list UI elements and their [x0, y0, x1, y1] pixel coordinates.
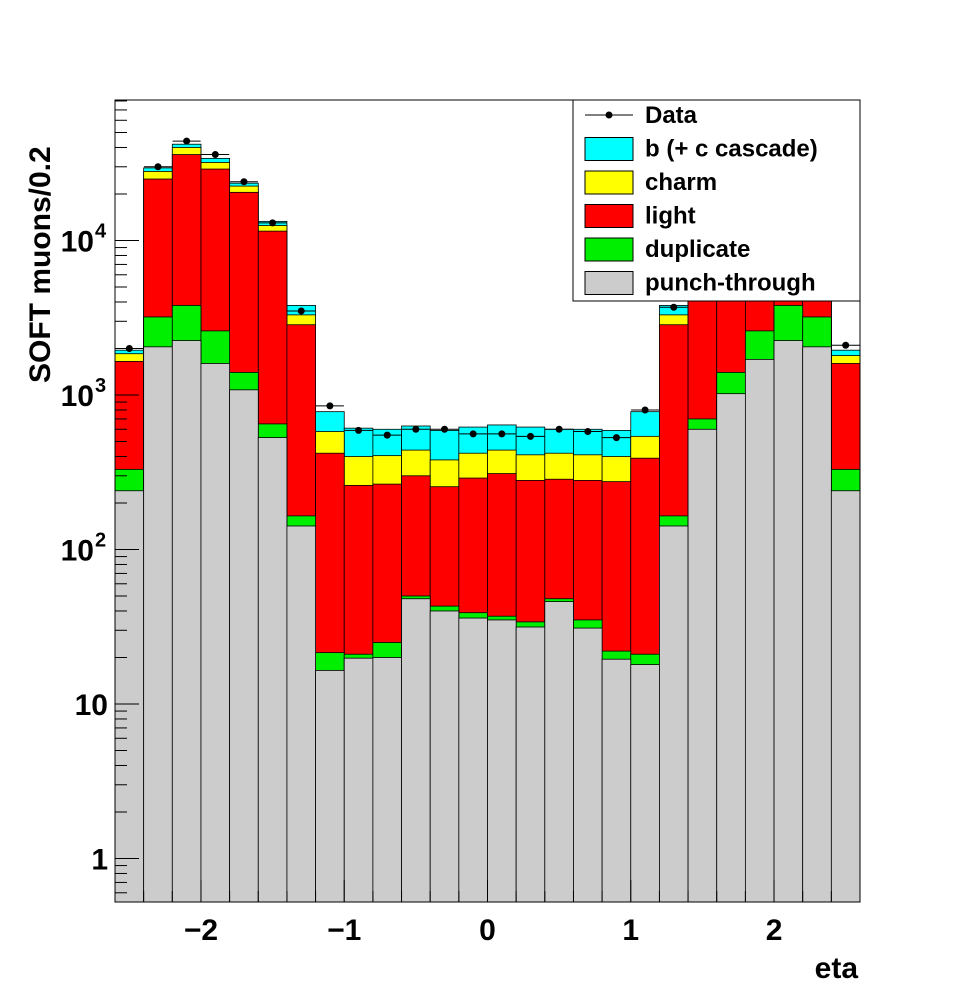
legend-label-data: Data [645, 102, 698, 129]
data-point [326, 402, 334, 410]
data-point [269, 219, 277, 227]
data-point [297, 307, 305, 315]
bar-punch-through [773, 340, 804, 903]
data-point [612, 434, 620, 442]
legend-swatch-punch-through [584, 271, 634, 295]
data-point [154, 163, 162, 171]
bar-punch-through [257, 437, 288, 903]
y-tick-label-exponent: 4 [95, 221, 107, 243]
bar-punch-through [114, 490, 145, 903]
bar-punch-through [286, 525, 316, 903]
stacked-histogram [114, 143, 861, 903]
y-tick-label: 10 [61, 535, 94, 568]
data-point [584, 428, 592, 436]
x-tick-label: 1 [622, 914, 639, 947]
bar-punch-through [458, 617, 488, 903]
legend-swatch-charm [584, 170, 634, 195]
legend-swatch-duplicate [584, 237, 634, 262]
legend-label-b-c-cascade: b (+ c cascade) [645, 136, 818, 163]
legend-swatch-b-c-cascade [584, 137, 634, 161]
bar-punch-through [744, 358, 775, 903]
legend-swatch-light [584, 204, 634, 228]
bar-punch-through [343, 657, 374, 903]
bar-punch-through [601, 658, 632, 903]
bar-punch-through [659, 525, 689, 903]
data-point [441, 425, 449, 433]
bar-punch-through [802, 346, 832, 903]
data-point [125, 344, 133, 352]
bar-punch-through [171, 340, 202, 903]
data-point [211, 151, 219, 159]
bar-punch-through [716, 393, 746, 903]
legend-box [572, 99, 861, 302]
bar-punch-through [401, 598, 431, 903]
legend-label-light: light [645, 203, 696, 230]
legend-marker [605, 111, 613, 119]
data-point [469, 430, 477, 438]
bar-punch-through [315, 669, 345, 903]
y-tick-label: 10 [61, 380, 94, 413]
bar-punch-through [630, 664, 660, 903]
data-point [183, 137, 191, 145]
y-tick-label: 10 [75, 689, 108, 722]
bar-punch-through [229, 389, 259, 903]
data-point [412, 425, 420, 433]
bar-punch-through [143, 346, 173, 903]
bar-punch-through [372, 657, 402, 903]
y-axis-title: SOFT muons/0.2 [24, 146, 57, 383]
bar-punch-through [200, 363, 231, 903]
legend-label-charm: charm [645, 169, 717, 196]
x-tick-label: 2 [766, 914, 783, 947]
legend-label-duplicate: duplicate [645, 236, 750, 263]
data-point [498, 430, 506, 438]
data-points [115, 137, 860, 442]
data-point [670, 303, 678, 311]
bar-punch-through [573, 627, 603, 903]
x-tick-label: 0 [479, 914, 496, 947]
data-point [383, 431, 391, 439]
bar-punch-through [544, 601, 574, 903]
y-tick-label-exponent: 3 [95, 375, 106, 397]
bar-punch-through [687, 428, 718, 903]
bar-punch-through [429, 610, 460, 903]
bar-punch-through [487, 619, 517, 903]
data-point [641, 406, 649, 414]
y-tick-label-exponent: 2 [95, 530, 106, 552]
data-point [240, 178, 248, 186]
data-point [355, 426, 363, 434]
data-point [842, 341, 850, 349]
y-tick-label: 10 [61, 226, 94, 259]
legend-label-punch-through: punch-through [645, 270, 816, 297]
data-point [555, 425, 563, 433]
series-punch-through [114, 340, 861, 903]
x-tick-label: −1 [327, 914, 361, 947]
bar-punch-through [515, 626, 546, 903]
bar-punch-through [830, 490, 861, 903]
data-point [526, 432, 534, 440]
legend: Data b (+ c cascade) charm light duplicate pu… [572, 99, 861, 302]
x-axis-title: eta [815, 952, 859, 985]
x-tick-label: −2 [184, 914, 218, 947]
y-tick-label: 1 [91, 844, 108, 877]
